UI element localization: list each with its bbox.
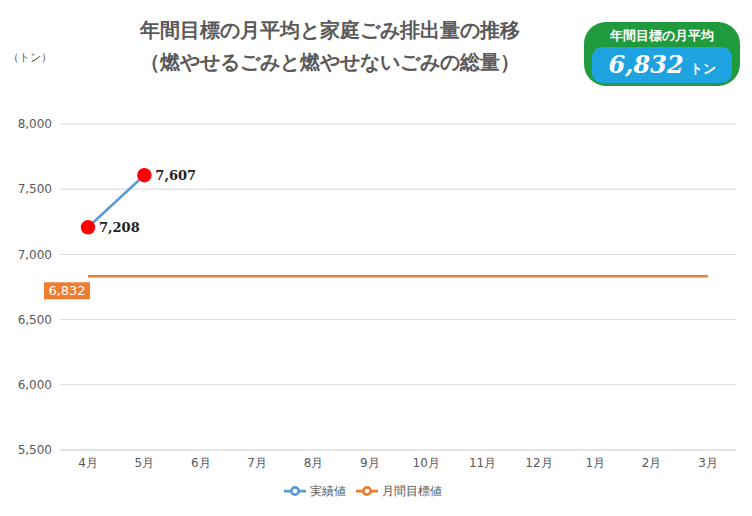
svg-text:4月: 4月 <box>78 456 98 470</box>
svg-text:2月: 2月 <box>642 456 662 470</box>
svg-text:7,208: 7,208 <box>99 220 140 235</box>
svg-text:7,607: 7,607 <box>155 168 196 183</box>
html-text:6,832 トン: 6,832 トン <box>608 50 716 79</box>
html-text:実績値: 実績値 <box>310 483 346 498</box>
svg-text:7,500: 7,500 <box>18 182 52 196</box>
svg-text:1月: 1月 <box>585 456 605 470</box>
svg-text:11月: 11月 <box>469 456 496 470</box>
html-text:年間目標の月平均: 年間目標の月平均 <box>610 28 714 43</box>
svg-text:12月: 12月 <box>525 456 552 470</box>
svg-text:5,500: 5,500 <box>18 443 52 457</box>
svg-text:7,000: 7,000 <box>18 248 52 262</box>
svg-text:6月: 6月 <box>191 456 211 470</box>
svg-text:6,500: 6,500 <box>18 313 52 327</box>
svg-text:7月: 7月 <box>247 456 267 470</box>
svg-text:5月: 5月 <box>135 456 155 470</box>
svg-text:3月: 3月 <box>698 456 718 470</box>
svg-text:9月: 9月 <box>360 456 380 470</box>
html-text:月間目標値: 月間目標値 <box>382 483 442 498</box>
html-text:（燃やせるごみと燃やせないごみの総量）: （燃やせるごみと燃やせないごみの総量） <box>140 50 520 74</box>
svg-text:10月: 10月 <box>413 456 440 470</box>
svg-text:6,832: 6,832 <box>48 283 85 298</box>
svg-text:6,000: 6,000 <box>18 378 52 392</box>
html-text:年間目標の月平均と家庭ごみ排出量の推移: 年間目標の月平均と家庭ごみ排出量の推移 <box>140 18 520 42</box>
svg-text:8,000: 8,000 <box>18 117 52 131</box>
svg-text:8月: 8月 <box>304 456 324 470</box>
html-text:（トン）: （トン） <box>8 51 52 64</box>
